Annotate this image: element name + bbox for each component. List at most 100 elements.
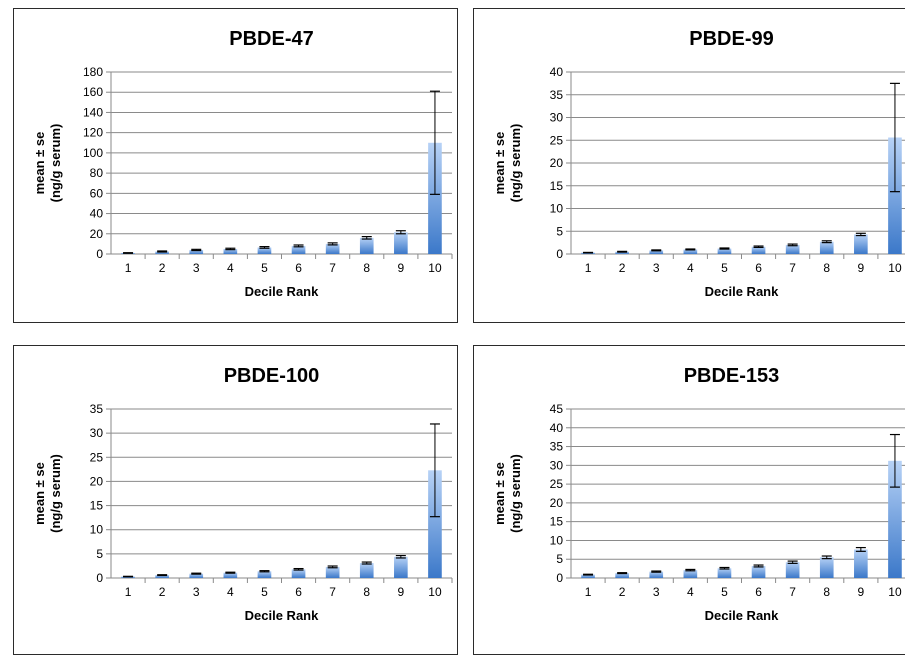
y-tick-label: 25 xyxy=(550,133,564,147)
y-tick-label: 10 xyxy=(90,523,104,537)
bar xyxy=(683,570,698,578)
chart-panel-pbde-47: PBDE-47 0 20 40 60 80 100 120 140 160 180 1 2 3 4 5 6 7 8 9… xyxy=(13,8,458,323)
x-tick-label: 6 xyxy=(295,261,302,275)
bar xyxy=(189,249,204,254)
bar xyxy=(785,562,800,578)
x-tick-label: 9 xyxy=(398,261,405,275)
y-tick-label: 40 xyxy=(90,207,104,221)
bar xyxy=(155,575,169,578)
y-tick-label: 20 xyxy=(90,227,104,241)
y-tick-label: 0 xyxy=(556,571,563,585)
x-tick-label: 2 xyxy=(159,261,166,275)
y-tick-label: 15 xyxy=(90,499,104,513)
chart-title: PBDE-99 xyxy=(689,28,773,50)
chart-svg: PBDE-100 0 5 10 15 20 25 30 35 1 2 3 4 5 6 7 8 9 10 Decile … xyxy=(32,365,453,623)
chart-panel-pbde-99: PBDE-99 0 5 10 15 20 25 30 35 40 1 2 3 4 5 6 7 8 9 10 Decile… xyxy=(473,8,905,323)
x-tick-label: 3 xyxy=(193,261,200,275)
chart-title: PBDE-100 xyxy=(224,365,320,387)
y-tick-label: 30 xyxy=(550,458,564,472)
y-tick-label: 80 xyxy=(90,166,104,180)
x-tick-label: 1 xyxy=(125,585,132,599)
x-axis-label: Decile Rank xyxy=(245,284,319,299)
x-tick-label: 2 xyxy=(159,585,166,599)
x-tick-label: 5 xyxy=(261,261,268,275)
bar xyxy=(751,246,766,254)
y-tick-label: 0 xyxy=(96,247,103,261)
x-tick-label: 7 xyxy=(789,261,796,275)
chart-panel-pbde-100: PBDE-100 0 5 10 15 20 25 30 35 1 2 3 4 5 6 7 8 9 10 Decile … xyxy=(13,345,458,655)
x-tick-label: 4 xyxy=(227,261,234,275)
bar xyxy=(888,460,902,578)
y-tick-label: 160 xyxy=(83,85,103,99)
y-tick-label: 10 xyxy=(550,533,564,547)
y-tick-label: 15 xyxy=(550,515,564,529)
x-tick-label: 7 xyxy=(329,261,336,275)
x-tick-label: 5 xyxy=(721,261,728,275)
bar xyxy=(257,571,272,578)
bar xyxy=(717,568,732,578)
y-axis-label: (ng/g serum) xyxy=(48,454,63,533)
x-tick-label: 7 xyxy=(329,585,336,599)
chart-title: PBDE-47 xyxy=(229,28,313,50)
x-tick-label: 3 xyxy=(193,585,200,599)
bar xyxy=(257,247,272,254)
x-tick-label: 1 xyxy=(585,585,592,599)
x-tick-label: 10 xyxy=(888,261,902,275)
bar xyxy=(819,557,834,578)
bar xyxy=(615,251,629,254)
x-tick-label: 10 xyxy=(428,261,442,275)
y-tick-label: 45 xyxy=(550,402,564,416)
y-tick-label: 0 xyxy=(96,571,103,585)
x-tick-label: 5 xyxy=(721,585,728,599)
y-tick-label: 120 xyxy=(83,126,103,140)
y-tick-label: 10 xyxy=(550,202,564,216)
chart-panel-pbde-153: PBDE-153 0 5 10 15 20 25 30 35 40 45 1 2 3 4 5 6 7 8 9 10 Dec… xyxy=(473,345,905,655)
x-tick-label: 1 xyxy=(585,261,592,275)
x-tick-label: 4 xyxy=(687,585,694,599)
y-axis-label: (ng/g serum) xyxy=(508,124,523,203)
bar xyxy=(615,573,629,578)
bar xyxy=(888,137,902,254)
y-axis-label: (ng/g serum) xyxy=(508,454,523,533)
bar xyxy=(717,248,732,254)
y-tick-label: 15 xyxy=(550,179,564,193)
bar xyxy=(223,572,238,578)
bar xyxy=(189,573,204,578)
y-tick-label: 30 xyxy=(90,426,104,440)
y-tick-label: 35 xyxy=(550,88,564,102)
y-tick-label: 35 xyxy=(90,402,104,416)
bar xyxy=(359,563,374,578)
y-tick-label: 180 xyxy=(83,65,103,79)
bar xyxy=(155,251,169,254)
y-axis-label: (ng/g serum) xyxy=(48,124,63,203)
x-tick-label: 8 xyxy=(363,261,370,275)
x-tick-label: 8 xyxy=(823,261,830,275)
x-tick-label: 5 xyxy=(261,585,268,599)
y-tick-label: 25 xyxy=(550,477,564,491)
bar xyxy=(649,571,664,578)
x-tick-label: 9 xyxy=(858,261,865,275)
x-tick-label: 10 xyxy=(888,585,902,599)
y-tick-label: 20 xyxy=(90,474,104,488)
y-tick-label: 0 xyxy=(556,247,563,261)
x-axis-label: Decile Rank xyxy=(705,608,779,623)
y-tick-label: 60 xyxy=(90,186,104,200)
y-tick-label: 20 xyxy=(550,156,564,170)
bar xyxy=(291,245,306,254)
y-axis-label: mean ± se xyxy=(492,132,507,195)
bar xyxy=(394,556,408,578)
x-tick-label: 8 xyxy=(363,585,370,599)
y-axis-label: mean ± se xyxy=(32,462,47,525)
y-axis-label: mean ± se xyxy=(32,132,47,195)
bar xyxy=(649,250,664,254)
x-tick-label: 6 xyxy=(755,261,762,275)
bar xyxy=(854,549,868,578)
x-tick-label: 3 xyxy=(653,261,660,275)
bar xyxy=(751,565,766,578)
x-tick-label: 9 xyxy=(858,585,865,599)
chart-title: PBDE-153 xyxy=(684,365,780,387)
x-tick-label: 6 xyxy=(755,585,762,599)
x-axis-label: Decile Rank xyxy=(245,608,319,623)
y-tick-label: 5 xyxy=(556,552,563,566)
bar xyxy=(223,248,238,254)
